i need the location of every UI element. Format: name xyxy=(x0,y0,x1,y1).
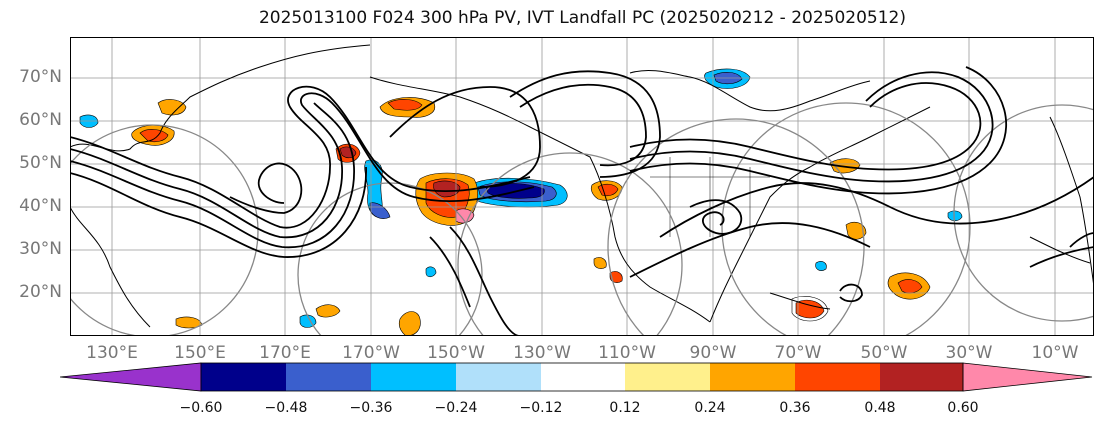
colorbar-frame xyxy=(200,362,964,392)
ivt-positive-alaska-core xyxy=(387,99,423,111)
colorbar xyxy=(60,362,1093,392)
us-state-borders xyxy=(650,157,770,237)
graticule xyxy=(70,37,1094,336)
colorbar-label-2: −0.48 xyxy=(264,400,308,416)
ring-6 xyxy=(953,104,1094,322)
ring-5 xyxy=(721,102,971,336)
colorbar-label-7: 0.24 xyxy=(694,400,726,416)
lat-label-30n: 30°N xyxy=(19,239,62,259)
colorbar-label-4: −0.24 xyxy=(434,400,478,416)
lon-label-150w: 150°W xyxy=(427,343,485,363)
lon-label-170w: 170°W xyxy=(342,343,400,363)
map-frame xyxy=(70,37,1094,336)
ivt-positive-pink xyxy=(455,208,475,224)
ivt-positive-mexico xyxy=(593,257,607,269)
ivt-negative-lower-2 xyxy=(425,266,437,278)
ivt-positive-caribbean xyxy=(795,299,825,319)
pv-contour-17 xyxy=(839,283,863,303)
pv-contour-15 xyxy=(659,176,1094,238)
ring-4 xyxy=(607,118,865,336)
lat-label-20n: 20°N xyxy=(19,282,62,302)
lat-label-70n: 70°N xyxy=(19,67,62,87)
colorbar-bin-6 xyxy=(625,363,710,391)
colorbar-bin-7 xyxy=(710,363,795,391)
grey-rings xyxy=(70,102,1094,336)
lon-label-130e: 130°E xyxy=(86,343,138,363)
lon-label-170e: 170°E xyxy=(259,343,311,363)
ivt-positive-lower-2 xyxy=(315,304,341,318)
ivt-positive-mexico-2 xyxy=(609,271,623,283)
ivt-positive-kamchatka xyxy=(157,99,187,116)
coast-east-asia xyxy=(70,206,151,328)
colorbar-label-6: 0.12 xyxy=(609,400,641,416)
pv-contour-11 xyxy=(629,82,982,171)
colorbar-right-arrow xyxy=(962,362,1093,392)
lat-label-40n: 40°N xyxy=(19,196,62,216)
colorbar-bin-2 xyxy=(286,363,371,391)
pv-contour-12 xyxy=(629,71,994,183)
coastlines xyxy=(70,44,1094,328)
colorbar-label-8: 0.36 xyxy=(779,400,811,416)
lon-label-110w: 110°W xyxy=(598,343,656,363)
ring-3 xyxy=(457,152,683,336)
colorbar-bin-1 xyxy=(201,363,286,391)
pv-contour-5 xyxy=(229,162,303,214)
pv-contour-9 xyxy=(449,226,521,336)
lat-label-60n: 60°N xyxy=(19,110,62,130)
pv-contour-2 xyxy=(70,92,535,239)
lon-label-130w: 130°W xyxy=(513,343,571,363)
map-title: 2025013100 F024 300 hPa PV, IVT Landfall… xyxy=(258,8,906,28)
colorbar-label-5: −0.12 xyxy=(519,400,563,416)
coast-europe xyxy=(1049,116,1094,288)
pv-contours xyxy=(70,66,1094,336)
ivt-positive-asia-core xyxy=(139,129,169,143)
lon-label-10w: 10°W xyxy=(1031,343,1079,363)
pv-contour-8 xyxy=(519,83,647,167)
ivt-negative-atlantic-2 xyxy=(947,210,963,222)
colorbar-left-arrow xyxy=(60,362,202,392)
coast-caribbean xyxy=(769,292,831,310)
colorbar-bin-4 xyxy=(456,363,541,391)
colorbar-label-9: 0.48 xyxy=(864,400,896,416)
ring-1 xyxy=(70,124,259,336)
map-background xyxy=(70,37,1094,336)
pv-contour-1 xyxy=(70,85,531,229)
coast-canada xyxy=(629,70,871,112)
coast-asia xyxy=(70,44,371,152)
coast-north-america-west xyxy=(369,76,711,323)
pv-contour-7 xyxy=(509,70,661,178)
pv-contour-16 xyxy=(629,222,871,278)
pv-contour-18 xyxy=(1069,232,1094,248)
lon-label-150e: 150°E xyxy=(174,343,226,363)
ivt-positive-caribbean-outline xyxy=(791,296,829,322)
map-panel xyxy=(70,37,1094,336)
colorbar-label-1: −0.60 xyxy=(179,400,223,416)
pv-contour-14 xyxy=(689,199,743,235)
ivt-positive-atlantic-core xyxy=(897,279,923,294)
colorbar-label-10: 0.60 xyxy=(947,400,979,416)
lon-label-50w: 50°W xyxy=(860,343,908,363)
lat-label-50n: 50°N xyxy=(19,153,62,173)
colorbar-bin-5 xyxy=(541,363,625,391)
coast-africa xyxy=(1029,236,1091,264)
pv-contour-10 xyxy=(429,236,471,308)
pv-contour-4 xyxy=(70,166,367,258)
colorbar-bin-8 xyxy=(795,363,880,391)
pv-contour-3 xyxy=(70,102,355,249)
pv-contour-13 xyxy=(629,66,1007,195)
lon-label-70w: 70°W xyxy=(774,343,822,363)
colorbar-bin-9 xyxy=(880,363,963,391)
colorbar-bin-3 xyxy=(371,363,456,391)
lon-label-30w: 30°W xyxy=(945,343,993,363)
ivt-negative-atlantic xyxy=(815,261,827,271)
lon-label-90w: 90°W xyxy=(689,343,737,363)
ivt-positive-lower xyxy=(398,311,421,336)
coast-north-america-east xyxy=(709,106,931,323)
colorbar-label-3: −0.36 xyxy=(349,400,393,416)
pv-contour-19 xyxy=(1029,246,1094,268)
